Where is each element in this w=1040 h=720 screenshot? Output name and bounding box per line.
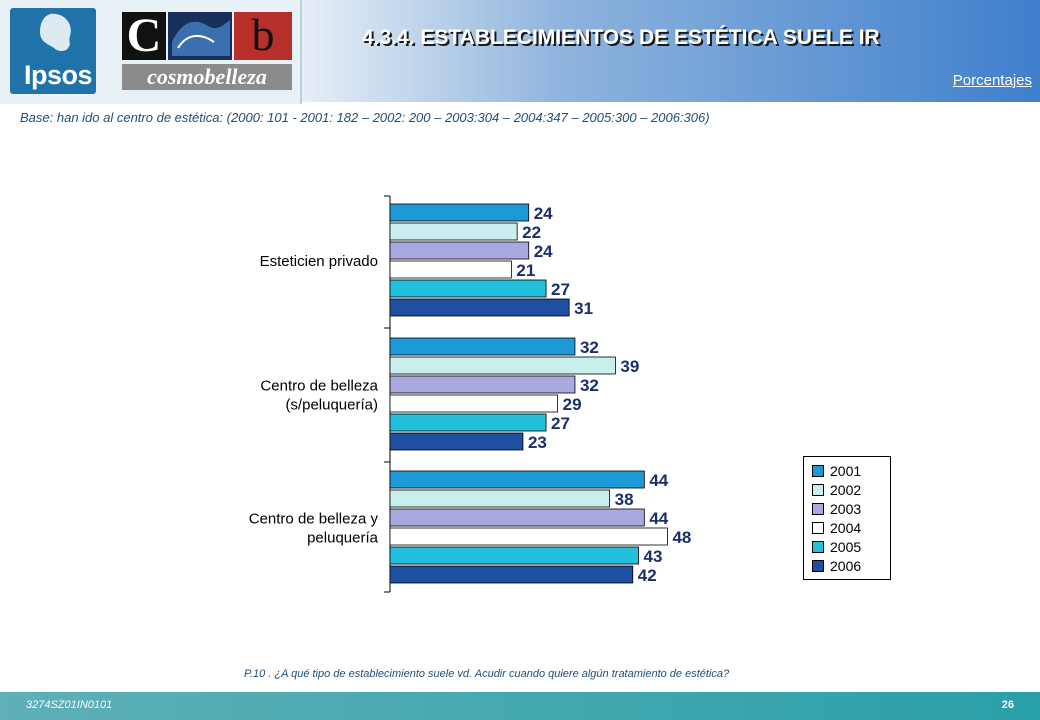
- data-label: 23: [528, 433, 547, 452]
- legend-item-2003: 2003: [812, 500, 861, 518]
- data-label: 44: [649, 471, 668, 490]
- legend-label: 2005: [830, 539, 862, 555]
- data-label: 24: [534, 204, 553, 223]
- bar-2001-group-3: [389, 470, 645, 489]
- logo-figure-mark: [168, 12, 232, 60]
- logo-brand-text: cosmobelleza: [122, 64, 292, 90]
- category-label: (s/peluquería): [285, 397, 378, 414]
- category-label: Esteticien privado: [260, 253, 378, 270]
- bar-2005-group-1: [389, 279, 547, 298]
- chart-legend: 2001 2002 2003 2004 2005 2006: [803, 456, 891, 580]
- data-label: 31: [574, 299, 593, 318]
- category-label: peluquería: [307, 530, 379, 547]
- data-label: 32: [580, 376, 599, 395]
- question-text: P.10 . ¿A qué tipo de establecimiento su…: [244, 668, 730, 680]
- data-label: 27: [551, 414, 570, 433]
- bar-2006-group-1: [389, 298, 570, 317]
- bar-2005-group-2: [389, 413, 547, 432]
- data-label: 32: [580, 338, 599, 357]
- bar-2006-group-3: [389, 565, 634, 584]
- logo-c-mark: C: [122, 12, 166, 60]
- bar-2004-group-2: [389, 394, 559, 413]
- legend-swatch: [812, 503, 824, 515]
- data-label: 24: [534, 242, 553, 261]
- data-label: 29: [563, 395, 582, 414]
- data-label: 22: [522, 223, 541, 242]
- title-bar: [302, 0, 1040, 102]
- legend-label: 2006: [830, 558, 862, 574]
- bar-2001-group-2: [389, 337, 576, 356]
- bar-2002-group-2: [389, 356, 616, 375]
- bar-2002-group-1: [389, 222, 518, 241]
- legend-item-2006: 2006: [812, 557, 861, 575]
- bar-2004-group-3: [389, 527, 668, 546]
- legend-swatch: [812, 484, 824, 496]
- percentages-link[interactable]: Porcentajes: [952, 72, 1032, 89]
- footer-code: 3274SZ01IN0101: [26, 699, 113, 711]
- bar-2003-group-1: [389, 241, 530, 260]
- footer-bar: 3274SZ01IN0101 26: [0, 692, 1040, 720]
- legend-item-2002: 2002: [812, 481, 861, 499]
- bar-2002-group-3: [389, 489, 611, 508]
- bar-2003-group-3: [389, 508, 645, 527]
- page-title: 4.3.4. ESTABLECIMIENTOS DE ESTÉTICA SUEL…: [362, 26, 880, 49]
- ipsos-logo: Ipsos: [0, 0, 104, 104]
- data-label: 42: [638, 566, 657, 585]
- legend-item-2001: 2001: [812, 462, 861, 480]
- cosmobelleza-logo: C b cosmobelleza: [104, 0, 302, 104]
- page-number: 26: [1001, 699, 1014, 711]
- bar-2001-group-1: [389, 203, 530, 222]
- data-label: 48: [672, 528, 691, 547]
- ipsos-logo-panel: Ipsos: [10, 8, 96, 94]
- base-note: Base: han ido al centro de estética: (20…: [20, 110, 710, 125]
- legend-swatch: [812, 541, 824, 553]
- data-label: 43: [644, 547, 663, 566]
- legend-swatch: [812, 522, 824, 534]
- bar-2004-group-1: [389, 260, 512, 279]
- legend-label: 2002: [830, 482, 862, 498]
- legend-item-2004: 2004: [812, 519, 861, 537]
- category-label: Centro de belleza: [260, 378, 378, 395]
- bar-2006-group-2: [389, 432, 524, 451]
- legend-swatch: [812, 465, 824, 477]
- legend-label: 2004: [830, 520, 862, 536]
- bar-2005-group-3: [389, 546, 639, 565]
- ipsos-logo-text: Ipsos: [24, 60, 93, 90]
- legend-label: 2001: [830, 463, 862, 479]
- data-label: 27: [551, 280, 570, 299]
- logo-figure-icon: [172, 20, 230, 56]
- category-label: Centro de belleza y: [249, 511, 379, 528]
- legend-item-2005: 2005: [812, 538, 861, 556]
- data-label: 21: [516, 261, 535, 280]
- ipsos-face-icon: [40, 13, 71, 51]
- legend-swatch: [812, 560, 824, 572]
- data-label: 38: [615, 490, 634, 509]
- bar-2003-group-2: [389, 375, 576, 394]
- logo-b-mark: b: [234, 12, 292, 60]
- legend-label: 2003: [830, 501, 862, 517]
- header: Ipsos C b cosmobelleza 4.3.4. ESTABLECIM…: [0, 0, 1040, 104]
- data-label: 44: [649, 509, 668, 528]
- data-label: 39: [620, 357, 639, 376]
